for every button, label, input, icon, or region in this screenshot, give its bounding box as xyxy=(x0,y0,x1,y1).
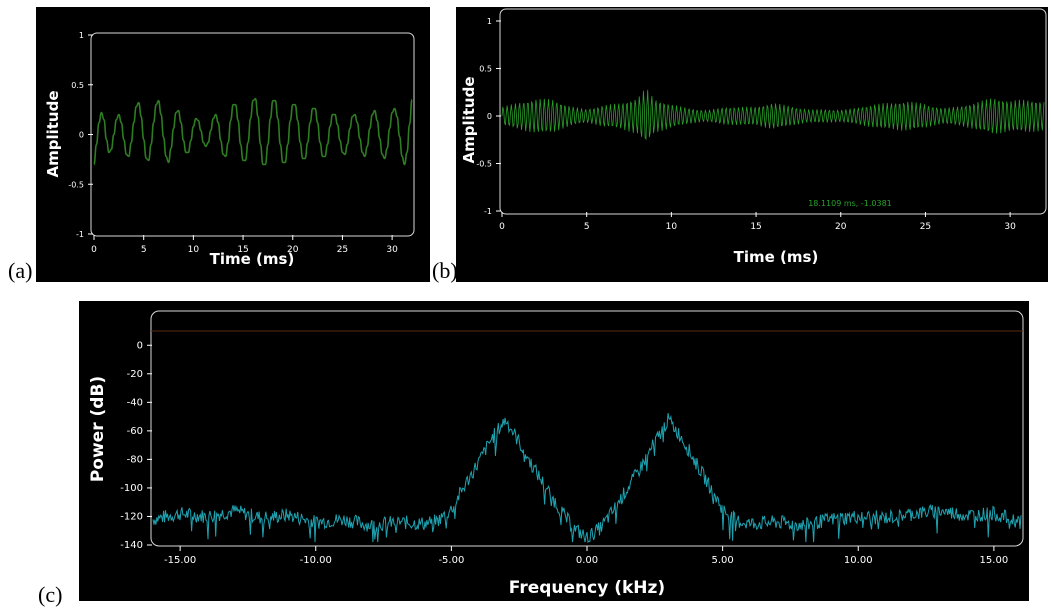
chart-c-ytick-label: -40 xyxy=(127,397,143,408)
chart-a-xtick-label: 0 xyxy=(91,245,97,255)
chart-b-xtick-label: 25 xyxy=(920,222,931,232)
chart-c-xlabel: Frequency (kHz) xyxy=(509,578,665,598)
chart-a-ytick-label: 1 xyxy=(79,31,84,40)
panel-label-a: (a) xyxy=(8,258,33,283)
chart-b-xtick-label: 15 xyxy=(750,222,761,232)
chart-a-xtick-label: 25 xyxy=(337,245,348,255)
chart-b: 1 0.5 0 -0.5 -1 0 5 10 15 20 25 30 18.1109 ms, -1.… xyxy=(456,7,1048,282)
chart-c-ytick-label: -20 xyxy=(127,369,143,380)
chart-b-xtick-label: 5 xyxy=(584,222,590,232)
chart-a-xtick-label: 15 xyxy=(237,245,248,255)
chart-a: 1 0.5 0 -0.5 -1 0 5 10 15 20 25 30 Time (ms) Ampli… xyxy=(36,7,430,282)
chart-c-svg: 0 -20 -40 -60 -80 -100 -120 -140 -15.00 -10.00 -5… xyxy=(88,310,1024,598)
chart-b-frame xyxy=(499,8,1047,215)
chart-b-svg: 1 0.5 0 -0.5 -1 0 5 10 15 20 25 30 18.1109 ms, -1.… xyxy=(460,8,1047,266)
chart-c-xtick-label: -15.00 xyxy=(164,555,196,566)
chart-b-xtick-label: 20 xyxy=(835,222,847,232)
chart-b-xtick-label: 0 xyxy=(499,222,505,232)
chart-b-xtick-label: 10 xyxy=(666,222,678,232)
chart-b-cursor-readout: 18.1109 ms, -1.0381 xyxy=(808,199,892,208)
chart-c-xtick-label: 0.00 xyxy=(576,555,598,566)
chart-a-ytick-label: 0.5 xyxy=(71,81,84,90)
chart-a-ytick-label: 0 xyxy=(79,131,84,140)
chart-a-xtick-label: 5 xyxy=(141,245,147,255)
chart-c-ytick-label: -100 xyxy=(120,483,143,494)
chart-a-frame xyxy=(90,32,415,237)
chart-c-ytick-label: 0 xyxy=(137,340,143,351)
chart-c-xtick-label: 5.00 xyxy=(711,555,733,566)
chart-b-xlabel: Time (ms) xyxy=(734,248,819,266)
chart-c-ytick-label: -120 xyxy=(120,511,143,522)
chart-a-xtick-label: 30 xyxy=(386,245,398,255)
chart-b-series-line xyxy=(501,89,1045,141)
chart-a-ytick-label: -0.5 xyxy=(68,180,84,189)
chart-b-ytick-label: 0.5 xyxy=(479,65,492,74)
chart-c-xtick-label: -10.00 xyxy=(300,555,332,566)
chart-b-ylabel: Amplitude xyxy=(460,76,478,163)
panel-label-b: (b) xyxy=(432,258,458,283)
chart-a-series-line xyxy=(93,97,413,166)
chart-b-ytick-label: -0.5 xyxy=(476,160,492,169)
chart-a-xtick-label: 10 xyxy=(188,245,200,255)
chart-b-ytick-label: -1 xyxy=(484,207,492,216)
chart-c-series-line xyxy=(152,413,1022,544)
chart-a-ytick-label: -1 xyxy=(76,230,84,239)
chart-b-xtick-label: 30 xyxy=(1004,222,1016,232)
chart-c-xtick-label: 15.00 xyxy=(980,555,1009,566)
chart-c-ylabel: Power (dB) xyxy=(88,376,108,482)
chart-a-xlabel: Time (ms) xyxy=(210,250,295,268)
chart-b-ytick-label: 1 xyxy=(487,17,492,26)
chart-c-ytick-label: -60 xyxy=(127,426,143,437)
chart-a-svg: 1 0.5 0 -0.5 -1 0 5 10 15 20 25 30 Time (ms) Ampli… xyxy=(44,31,415,268)
chart-c: 0 -20 -40 -60 -80 -100 -120 -140 -15.00 -10.00 -5… xyxy=(79,301,1029,601)
chart-c-xtick-label: 10.00 xyxy=(844,555,873,566)
chart-b-ytick-label: 0 xyxy=(487,112,492,121)
chart-a-xtick-label: 20 xyxy=(287,245,299,255)
chart-a-ylabel: Amplitude xyxy=(44,90,62,177)
panel-label-c: (c) xyxy=(38,582,63,607)
chart-c-ytick-label: -140 xyxy=(120,540,143,551)
chart-c-xtick-label: -5.00 xyxy=(438,555,464,566)
chart-c-ytick-label: -80 xyxy=(127,454,143,465)
